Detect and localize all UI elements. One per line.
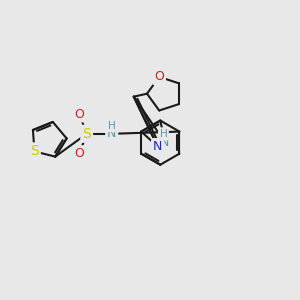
Text: H: H: [108, 121, 116, 130]
Text: O: O: [74, 108, 84, 121]
Text: O: O: [74, 147, 84, 160]
Text: O: O: [154, 70, 164, 83]
Text: N: N: [153, 140, 162, 153]
Text: S: S: [82, 127, 91, 141]
Text: H: H: [160, 129, 167, 139]
Text: N: N: [160, 136, 170, 149]
Text: S: S: [30, 144, 39, 158]
Text: N: N: [107, 127, 116, 140]
